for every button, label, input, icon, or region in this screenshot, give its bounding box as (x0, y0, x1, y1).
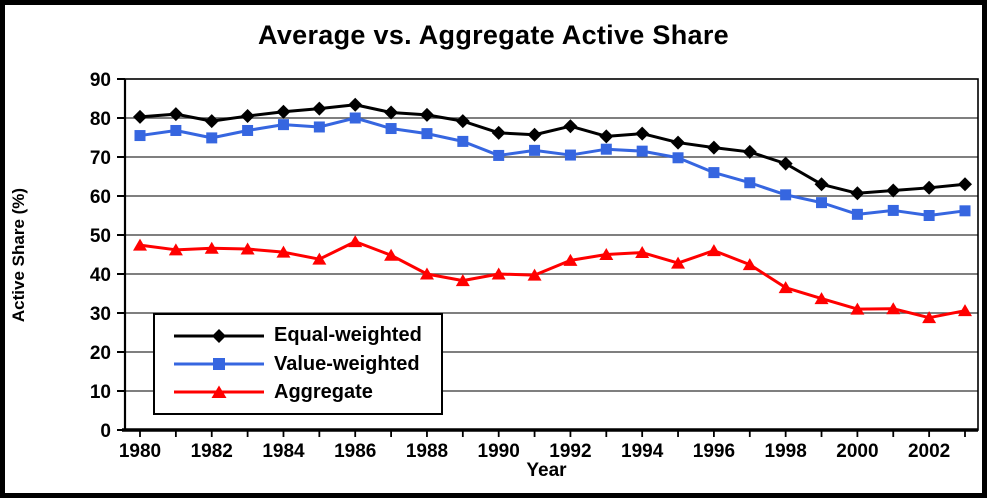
tick-labels: 0 10 20 30 40 50 60 70 80 90 1980 1982 1984 1986 1988 1… (90, 70, 950, 462)
y-tick-label: 40 (90, 265, 111, 286)
x-tick-label: 2000 (836, 441, 878, 462)
value-weighted-square-icon (174, 358, 264, 370)
y-tick-label: 80 (90, 109, 111, 130)
y-tick-label: 90 (90, 70, 111, 91)
legend-row-equal-weighted: Equal-weighted (173, 324, 435, 347)
y-tick-label: 10 (90, 382, 111, 403)
axes (122, 78, 979, 432)
equal-weighted-diamond-icon (174, 328, 264, 343)
x-tick-label: 1992 (549, 441, 591, 462)
legend-row-value-weighted: Value-weighted (173, 353, 435, 376)
aggregate-triangle-icon (174, 385, 264, 399)
y-tick-label: 20 (90, 343, 111, 364)
legend-label: Equal-weighted (274, 324, 422, 347)
legend-label: Value-weighted (274, 352, 420, 375)
y-tick-label: 30 (90, 304, 111, 325)
series-value-weighted (134, 112, 971, 221)
legend: Equal-weighted Value-weighted Aggregate (153, 313, 443, 415)
series-aggregate (133, 235, 972, 324)
tick-marks (117, 78, 966, 437)
chart-title: Average vs. Aggregate Active Share (258, 20, 729, 50)
x-tick-label: 1994 (621, 441, 664, 462)
x-tick-label: 1984 (262, 441, 305, 462)
x-tick-label: 1998 (765, 441, 807, 462)
legend-label: Aggregate (274, 380, 373, 403)
y-tick-label: 60 (90, 187, 111, 208)
y-tick-label: 70 (90, 148, 111, 169)
legend-row-aggregate: Aggregate (173, 381, 435, 404)
plot-area: 0 10 20 30 40 50 60 70 80 90 1980 1982 1984 1986 1988 1… (90, 70, 979, 462)
y-tick-label: 50 (90, 226, 111, 247)
x-tick-label: 1988 (406, 441, 448, 462)
x-axis-title: Year (526, 460, 567, 481)
x-tick-label: 1996 (693, 441, 735, 462)
series-equal-weighted (133, 97, 972, 201)
x-tick-label: 1982 (191, 441, 233, 462)
x-tick-label: 2002 (908, 441, 950, 462)
x-tick-label: 1990 (478, 441, 520, 462)
y-tick-label: 0 (100, 421, 111, 442)
x-tick-label: 1986 (334, 441, 376, 462)
x-tick-label: 1980 (119, 441, 161, 462)
